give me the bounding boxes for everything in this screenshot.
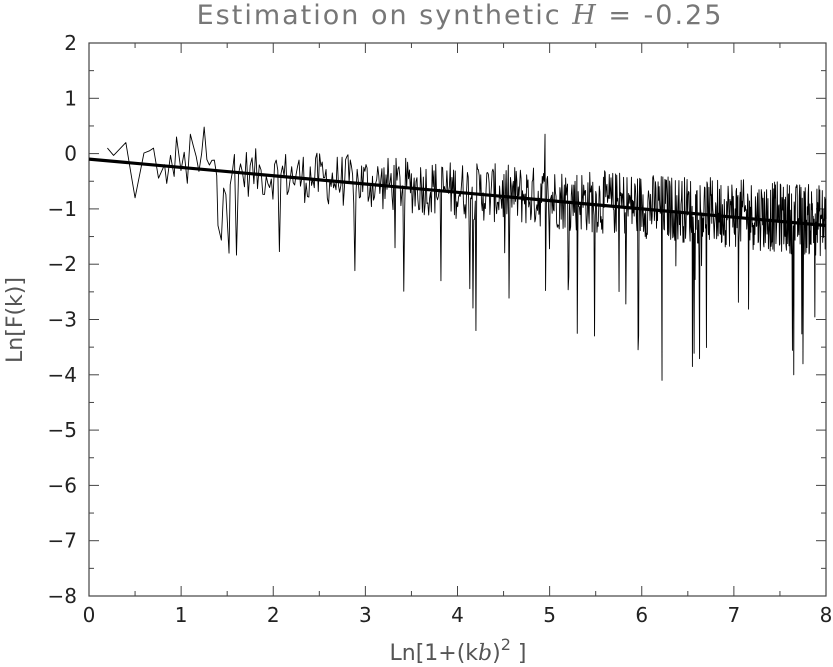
y-tick-label: −3 bbox=[48, 308, 77, 332]
y-axis-title: Ln[F(k)] bbox=[3, 277, 28, 363]
y-tick-label: 2 bbox=[64, 31, 77, 55]
y-tick-label: 1 bbox=[64, 86, 77, 110]
y-tick-label: −1 bbox=[48, 197, 77, 221]
y-tick-label: −4 bbox=[48, 363, 77, 387]
series-layer bbox=[88, 126, 827, 381]
x-tick-label: 7 bbox=[728, 603, 741, 627]
y-tick-label: −8 bbox=[48, 584, 77, 608]
plot-border bbox=[88, 42, 827, 597]
y-tick-label: −5 bbox=[48, 418, 77, 442]
y-tick-label: −7 bbox=[48, 529, 77, 553]
x-tick-label: 3 bbox=[359, 603, 372, 627]
chart-title: Estimation on synthetic H = -0.25 bbox=[197, 0, 724, 31]
x-tick-label: 6 bbox=[635, 603, 648, 627]
y-tick-label: −2 bbox=[48, 252, 77, 276]
y-axis-ticks: 2 1 0 −1 −2 −3 −4 −5 −6 −7 −8 bbox=[48, 31, 826, 608]
x-tick-label: 8 bbox=[820, 603, 833, 627]
x-tick-label: 0 bbox=[83, 603, 96, 627]
x-axis-ticks: 0 1 2 3 4 5 6 7 8 bbox=[83, 43, 833, 627]
y-tick-label: −6 bbox=[48, 473, 77, 497]
x-tick-label: 2 bbox=[267, 603, 280, 627]
x-tick-label: 5 bbox=[543, 603, 556, 627]
x-tick-label: 1 bbox=[175, 603, 188, 627]
x-axis-title: Ln[1+(kb)2 ] bbox=[390, 635, 527, 666]
plot-frame bbox=[88, 42, 827, 597]
fit-line bbox=[88, 157, 827, 228]
spectrum-line bbox=[107, 126, 827, 381]
y-tick-label: 0 bbox=[64, 142, 77, 166]
x-tick-label: 4 bbox=[451, 603, 464, 627]
